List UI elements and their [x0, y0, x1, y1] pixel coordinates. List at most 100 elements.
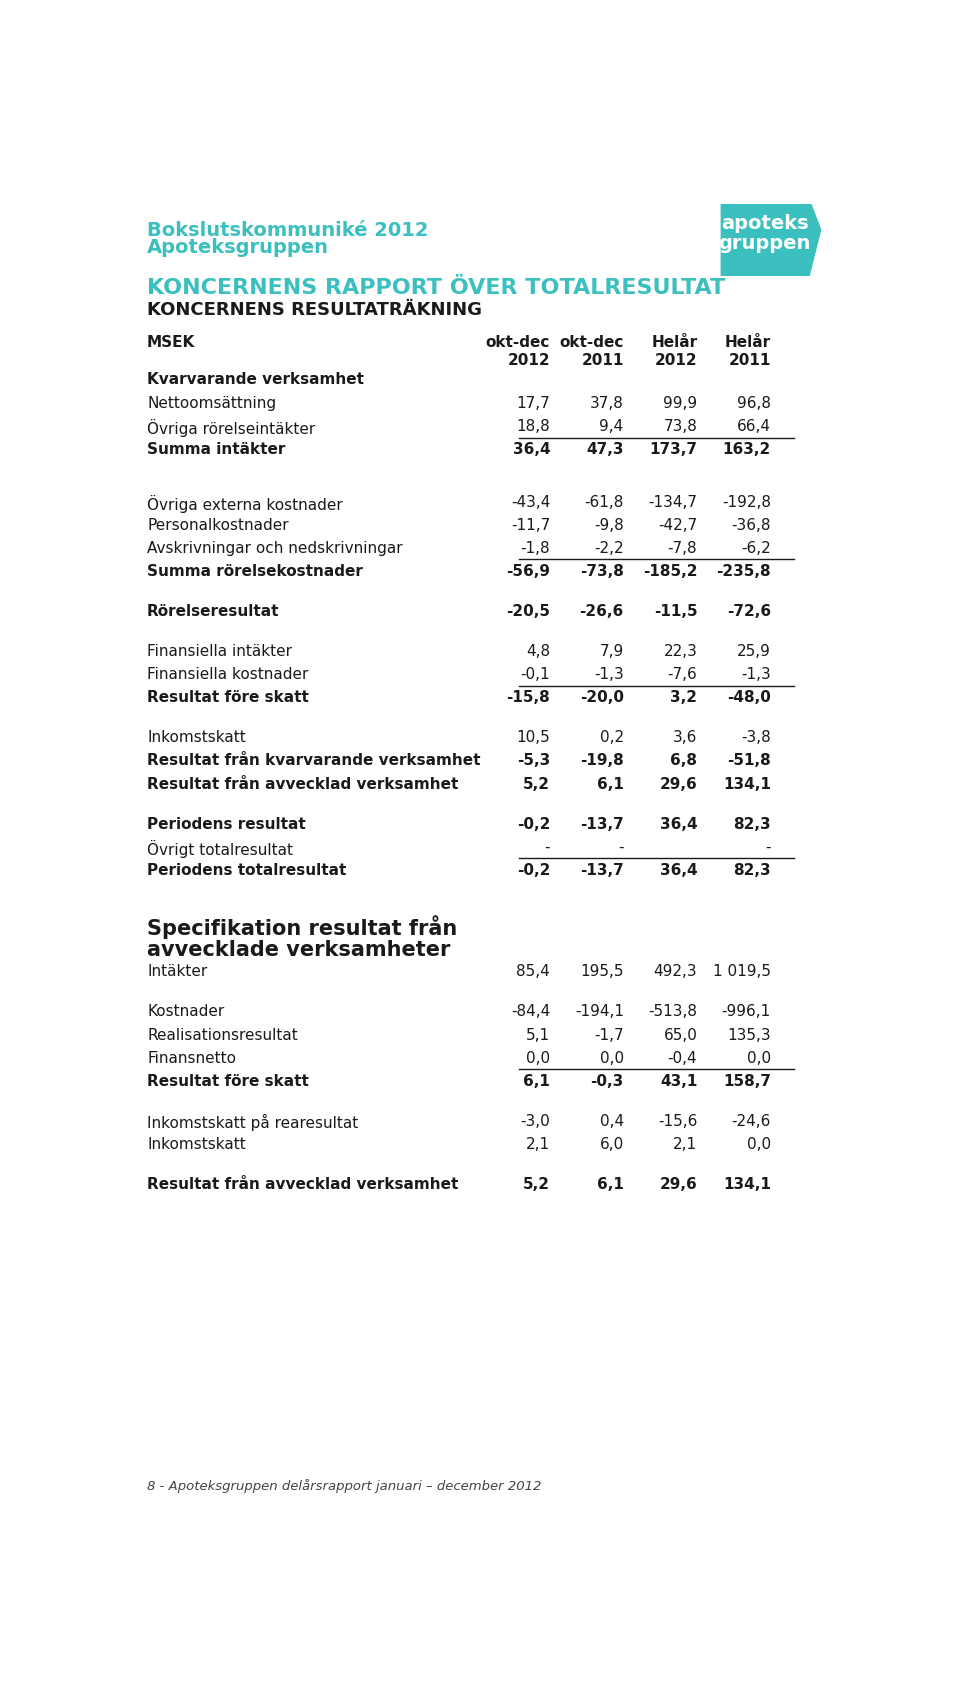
Text: 36,4: 36,4 [660, 862, 697, 877]
Text: Finansiella kostnader: Finansiella kostnader [147, 667, 308, 682]
Text: KONCERNENS RESULTATRÄKNING: KONCERNENS RESULTATRÄKNING [147, 302, 482, 319]
Text: -36,8: -36,8 [732, 518, 771, 533]
Text: 2012: 2012 [655, 353, 697, 368]
Text: okt-dec: okt-dec [486, 334, 550, 350]
Text: Resultat från avvecklad verksamhet: Resultat från avvecklad verksamhet [147, 777, 459, 791]
Text: 6,1: 6,1 [597, 777, 624, 791]
Text: Kvarvarande verksamhet: Kvarvarande verksamhet [147, 372, 364, 387]
Text: -1,3: -1,3 [741, 667, 771, 682]
Text: 22,3: 22,3 [663, 645, 697, 658]
Text: Finansiella intäkter: Finansiella intäkter [147, 645, 292, 658]
Text: 0,0: 0,0 [747, 1137, 771, 1152]
Text: -: - [618, 840, 624, 855]
Text: -73,8: -73,8 [580, 563, 624, 579]
Text: -996,1: -996,1 [722, 1005, 771, 1020]
Text: Personalkostnader: Personalkostnader [147, 518, 289, 533]
Text: 36,4: 36,4 [660, 816, 697, 832]
Text: Finansnetto: Finansnetto [147, 1050, 236, 1066]
Text: -1,3: -1,3 [594, 667, 624, 682]
Text: -24,6: -24,6 [732, 1113, 771, 1129]
Text: Helår: Helår [651, 334, 697, 350]
Text: Övrigt totalresultat: Övrigt totalresultat [147, 840, 293, 857]
Text: 163,2: 163,2 [723, 443, 771, 456]
Text: Övriga externa kostnader: Övriga externa kostnader [147, 496, 343, 512]
Text: -61,8: -61,8 [585, 496, 624, 509]
Text: -20,0: -20,0 [580, 691, 624, 706]
Text: 73,8: 73,8 [663, 419, 697, 434]
Text: -194,1: -194,1 [575, 1005, 624, 1020]
Text: -0,3: -0,3 [590, 1074, 624, 1089]
Text: 158,7: 158,7 [723, 1074, 771, 1089]
Text: Nettoomsättning: Nettoomsättning [147, 395, 276, 411]
Text: -19,8: -19,8 [580, 753, 624, 769]
Text: -13,7: -13,7 [580, 816, 624, 832]
Text: 134,1: 134,1 [723, 777, 771, 791]
Text: -13,7: -13,7 [580, 862, 624, 877]
Text: Avskrivningar och nedskrivningar: Avskrivningar och nedskrivningar [147, 541, 403, 557]
Text: 3,6: 3,6 [673, 730, 697, 745]
Text: 43,1: 43,1 [660, 1074, 697, 1089]
Text: 96,8: 96,8 [737, 395, 771, 411]
Text: -0,1: -0,1 [520, 667, 550, 682]
Text: 17,7: 17,7 [516, 395, 550, 411]
Text: -235,8: -235,8 [716, 563, 771, 579]
Polygon shape [721, 199, 822, 277]
Text: Periodens resultat: Periodens resultat [147, 816, 306, 832]
Text: -5,3: -5,3 [516, 753, 550, 769]
Text: Summa intäkter: Summa intäkter [147, 443, 285, 456]
Text: -84,4: -84,4 [511, 1005, 550, 1020]
Text: Helår: Helår [725, 334, 771, 350]
Text: Inkomstskatt på rearesultat: Inkomstskatt på rearesultat [147, 1113, 358, 1130]
Text: 135,3: 135,3 [728, 1028, 771, 1042]
Text: Summa rörelsekostnader: Summa rörelsekostnader [147, 563, 363, 579]
Text: 3,2: 3,2 [670, 691, 697, 706]
Text: -56,9: -56,9 [506, 563, 550, 579]
Text: 65,0: 65,0 [663, 1028, 697, 1042]
Text: 82,3: 82,3 [733, 862, 771, 877]
Text: 8 - Apoteksgruppen delårsrapport januari – december 2012: 8 - Apoteksgruppen delårsrapport januari… [147, 1480, 541, 1493]
Text: -1,8: -1,8 [520, 541, 550, 557]
Text: Apoteksgruppen: Apoteksgruppen [147, 238, 329, 258]
Text: 82,3: 82,3 [733, 816, 771, 832]
Text: 2,1: 2,1 [526, 1137, 550, 1152]
Text: 9,4: 9,4 [599, 419, 624, 434]
Text: -7,8: -7,8 [668, 541, 697, 557]
Text: Realisationsresultat: Realisationsresultat [147, 1028, 298, 1042]
Text: 85,4: 85,4 [516, 964, 550, 979]
Text: 7,9: 7,9 [599, 645, 624, 658]
Text: 29,6: 29,6 [660, 1178, 697, 1191]
Text: 36,4: 36,4 [513, 443, 550, 456]
Text: 0,2: 0,2 [600, 730, 624, 745]
Text: Specifikation resultat från: Specifikation resultat från [147, 915, 457, 938]
Text: -15,6: -15,6 [658, 1113, 697, 1129]
Text: Periodens totalresultat: Periodens totalresultat [147, 862, 347, 877]
Text: 10,5: 10,5 [516, 730, 550, 745]
Text: 5,1: 5,1 [526, 1028, 550, 1042]
Text: 2,1: 2,1 [673, 1137, 697, 1152]
Text: -3,8: -3,8 [741, 730, 771, 745]
Text: -6,2: -6,2 [741, 541, 771, 557]
Text: okt-dec: okt-dec [560, 334, 624, 350]
Text: -9,8: -9,8 [594, 518, 624, 533]
Text: avvecklade verksamheter: avvecklade verksamheter [147, 940, 450, 961]
Text: 66,4: 66,4 [737, 419, 771, 434]
Text: 25,9: 25,9 [737, 645, 771, 658]
Text: -: - [765, 840, 771, 855]
Text: 2011: 2011 [729, 353, 771, 368]
Text: 5,2: 5,2 [523, 1178, 550, 1191]
Text: -48,0: -48,0 [727, 691, 771, 706]
Text: 0,0: 0,0 [600, 1050, 624, 1066]
Text: 2012: 2012 [508, 353, 550, 368]
Text: -11,5: -11,5 [654, 604, 697, 619]
Text: Bokslutskommuniké 2012: Bokslutskommuniké 2012 [147, 221, 428, 239]
Text: -192,8: -192,8 [722, 496, 771, 509]
Text: 0,0: 0,0 [526, 1050, 550, 1066]
Text: 37,8: 37,8 [589, 395, 624, 411]
Text: 47,3: 47,3 [587, 443, 624, 456]
Text: -1,7: -1,7 [594, 1028, 624, 1042]
Text: Inkomstskatt: Inkomstskatt [147, 1137, 246, 1152]
Text: 29,6: 29,6 [660, 777, 697, 791]
Text: -51,8: -51,8 [728, 753, 771, 769]
Text: -15,8: -15,8 [506, 691, 550, 706]
Text: Resultat före skatt: Resultat före skatt [147, 691, 309, 706]
